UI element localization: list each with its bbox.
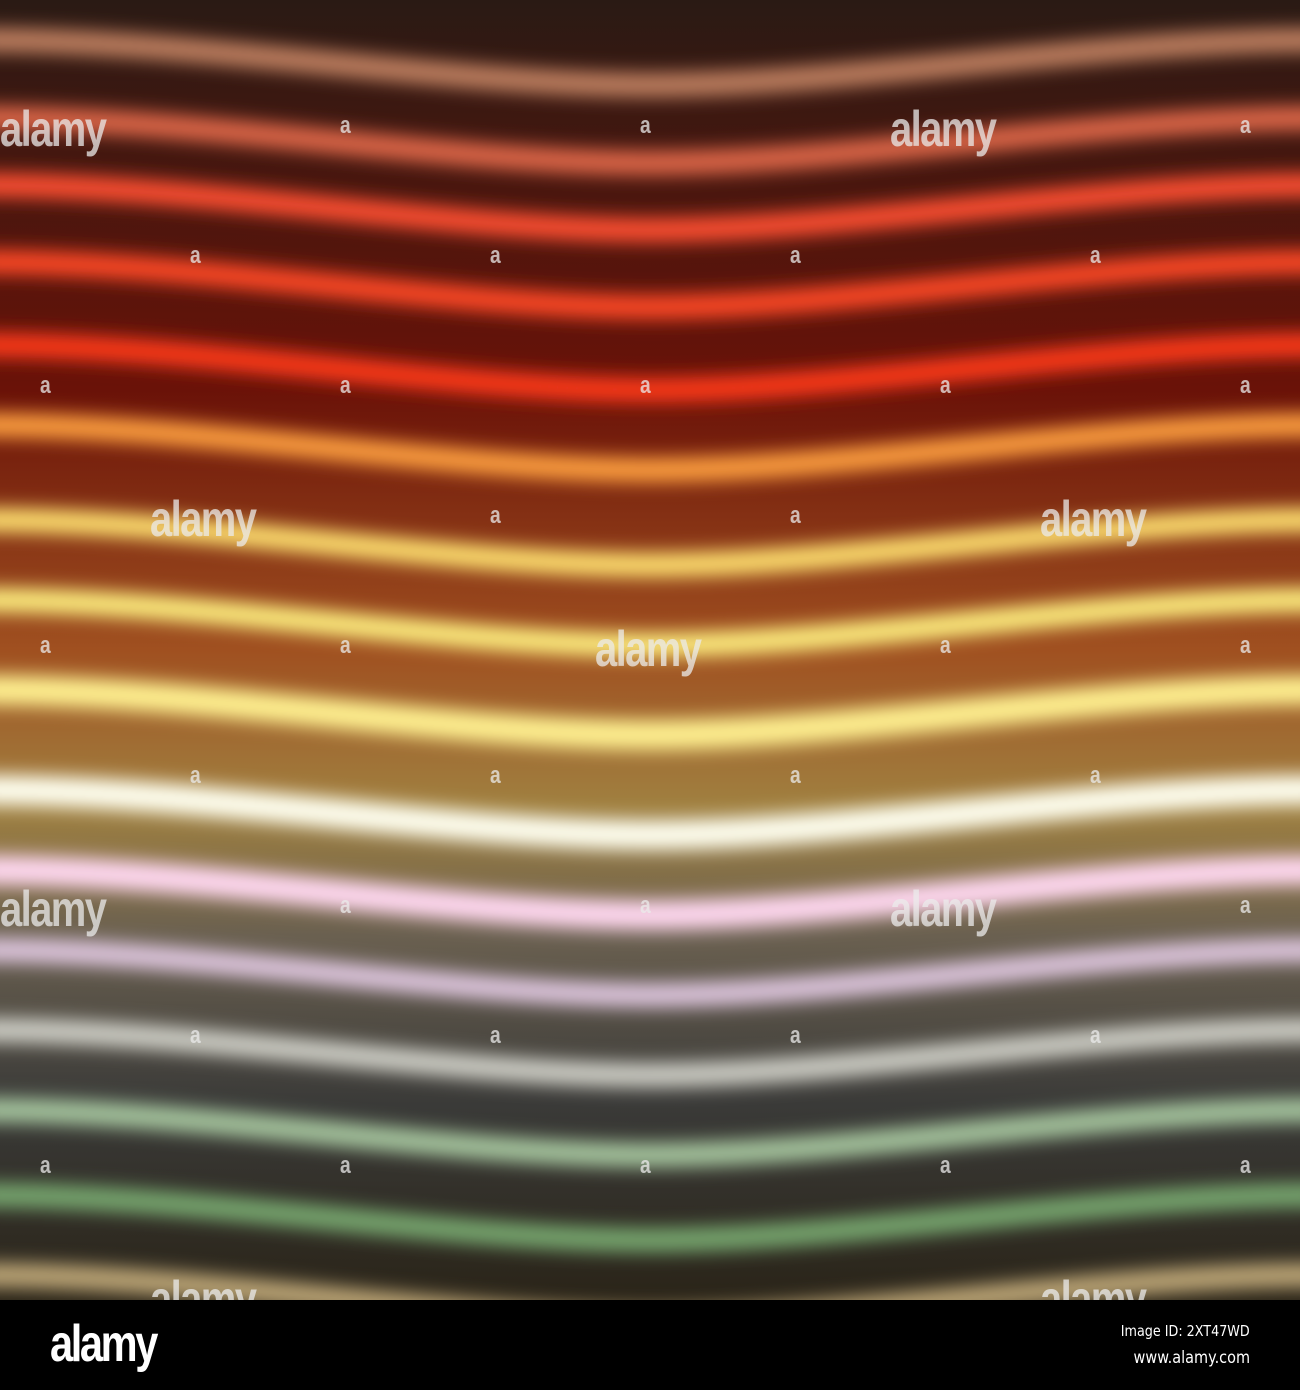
watermark: alamy	[890, 101, 997, 157]
wavy-stripes-artwork	[0, 0, 1300, 1300]
stripe-band	[0, 588, 1300, 658]
stripe-band	[0, 855, 1300, 931]
stripe-band	[0, 675, 1300, 751]
stripe-band	[0, 250, 1300, 320]
stripe-band	[0, 106, 1300, 176]
watermark-mark: a	[1240, 632, 1251, 659]
watermark-mark: a	[490, 242, 501, 269]
watermark-mark: a	[340, 1152, 351, 1179]
stripe-band	[0, 1018, 1300, 1088]
stripe-band	[0, 1183, 1300, 1253]
watermark: alamy	[0, 881, 107, 937]
alamy-logo: alamy	[50, 1315, 158, 1373]
watermark-mark: a	[340, 372, 351, 399]
stripe-band	[0, 508, 1300, 578]
watermark-mark: a	[790, 762, 801, 789]
watermark-mark: a	[1090, 242, 1101, 269]
watermark-mark: a	[190, 1022, 201, 1049]
watermark: alamy	[0, 101, 107, 157]
watermark-mark: a	[40, 632, 51, 659]
watermark-mark: a	[940, 632, 951, 659]
watermark-mark: a	[340, 632, 351, 659]
stripe-band	[0, 173, 1300, 243]
stripe-band	[0, 1263, 1300, 1300]
watermark-mark: a	[640, 892, 651, 919]
stripe-band	[0, 333, 1300, 403]
watermark-mark: a	[340, 892, 351, 919]
website-url: www.alamy.com	[1133, 1348, 1250, 1368]
watermark-mark: a	[1090, 762, 1101, 789]
watermark-mark: a	[340, 112, 351, 139]
watermark-mark: a	[790, 502, 801, 529]
watermark-mark: a	[940, 372, 951, 399]
watermark: alamy	[890, 881, 997, 937]
watermark-mark: a	[190, 242, 201, 269]
watermark-mark: a	[640, 112, 651, 139]
watermark-mark: a	[1240, 112, 1251, 139]
watermark: alamy	[150, 491, 257, 547]
watermark-mark: a	[490, 1022, 501, 1049]
watermark-mark: a	[1240, 372, 1251, 399]
watermark-mark: a	[640, 1152, 651, 1179]
stripe-band	[0, 1098, 1300, 1168]
watermark-mark: a	[490, 502, 501, 529]
watermark-mark: a	[40, 372, 51, 399]
stripe-band	[0, 413, 1300, 483]
watermark: alamy	[1040, 491, 1147, 547]
watermark-mark: a	[490, 762, 501, 789]
image-id: Image ID: 2XT47WD	[1121, 1322, 1250, 1340]
watermark-mark: a	[940, 1152, 951, 1179]
watermark-mark: a	[1090, 1022, 1101, 1049]
watermark-mark: a	[790, 242, 801, 269]
footer-bar: alamy Image ID: 2XT47WD www.alamy.com	[0, 1300, 1300, 1390]
watermark: alamy	[595, 621, 702, 677]
watermark-mark: a	[40, 1152, 51, 1179]
stripe-band	[0, 938, 1300, 1008]
watermark-mark: a	[640, 372, 651, 399]
watermark-mark: a	[790, 1022, 801, 1049]
watermark-mark: a	[1240, 892, 1251, 919]
watermark-mark: a	[190, 762, 201, 789]
watermark-mark: a	[1240, 1152, 1251, 1179]
stripe-band	[0, 28, 1300, 98]
stripe-band	[0, 775, 1300, 851]
